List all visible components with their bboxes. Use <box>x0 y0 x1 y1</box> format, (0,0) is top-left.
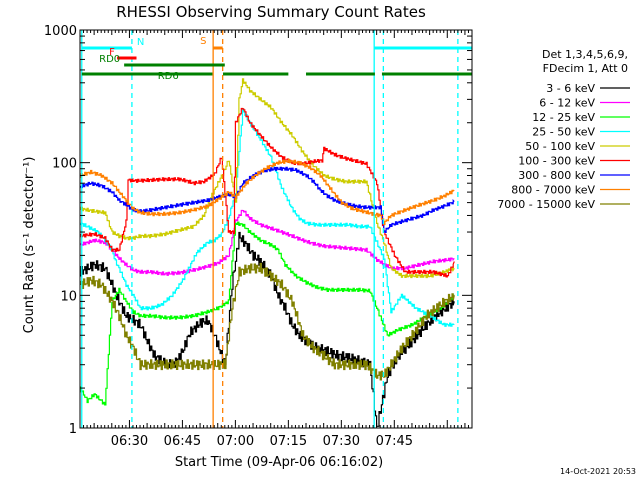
legend-label-25-50-kev: 25 - 50 keV <box>532 126 595 139</box>
legend: Det 1,3,4,5,6,9,FDecim 1, Att 0 3 - 6 keV… <box>497 48 630 211</box>
y-tick-label: 1000 <box>44 24 77 39</box>
flag-label-s: S <box>200 36 206 47</box>
series-line-6-12-kev <box>80 209 455 276</box>
x-tick-label: 07:30 <box>323 434 360 449</box>
legend-label-50-100-kev: 50 - 100 keV <box>525 140 595 153</box>
series-group <box>80 78 455 427</box>
legend-label-6-12-kev: 6 - 12 keV <box>539 97 595 110</box>
series-line-300-800-kev <box>80 166 455 233</box>
date-stamp: 14-Oct-2021 20:53 <box>560 467 636 476</box>
x-tick-label: 06:45 <box>164 434 201 449</box>
plot-frame <box>79 29 473 429</box>
series-line-12-25-kev <box>80 221 455 406</box>
flag-label-n: N <box>137 37 144 48</box>
y-tick-label: 100 <box>52 157 77 172</box>
x-tick-label: 07:45 <box>376 434 413 449</box>
flag-label-f: F <box>109 47 115 58</box>
series-line-7000-15000-kev <box>80 262 455 381</box>
series-line-25-50-kev <box>80 108 455 327</box>
x-axis-label: Start Time (09-Apr-06 06:16:02) <box>175 455 383 470</box>
legend-header-line: Det 1,3,4,5,6,9, <box>542 48 628 61</box>
x-tick-label: 06:30 <box>111 434 148 449</box>
legend-label-300-800-kev: 300 - 800 keV <box>518 169 595 182</box>
y-tick-label: 10 <box>60 289 77 304</box>
series-line-800-7000-kev <box>80 158 455 226</box>
legend-label-100-300-kev: 100 - 300 keV <box>518 155 595 168</box>
legend-label-3-6-kev: 3 - 6 keV <box>546 82 595 95</box>
legend-label-800-7000-kev: 800 - 7000 keV <box>511 184 595 197</box>
series-line-100-300-kev <box>80 107 455 278</box>
x-tick-label: 07:00 <box>217 434 254 449</box>
y-tick-label: 1 <box>69 422 77 437</box>
series-line-50-100-kev <box>80 78 455 279</box>
flag-label-rd0: RD0 <box>99 54 120 65</box>
y-axis-label-text: Count Rate (s⁻¹ detector⁻¹) <box>22 157 37 334</box>
x-tick-label: 07:15 <box>270 434 307 449</box>
flag-label-rd6: RD6 <box>158 71 179 82</box>
axes: 1 10 100 1000 06:30 06:45 07:00 07:15 07:30 07:45 <box>44 24 473 449</box>
legend-header-line: FDecim 1, Att 0 <box>543 62 628 75</box>
y-axis-label: Count Rate (s⁻¹ detector⁻¹) <box>22 157 37 334</box>
legend-label-12-25-kev: 12 - 25 keV <box>532 111 595 124</box>
chart-title: RHESSI Observing Summary Count Rates <box>116 3 426 21</box>
legend-label-7000-15000-kev: 7000 - 15000 keV <box>497 198 595 211</box>
